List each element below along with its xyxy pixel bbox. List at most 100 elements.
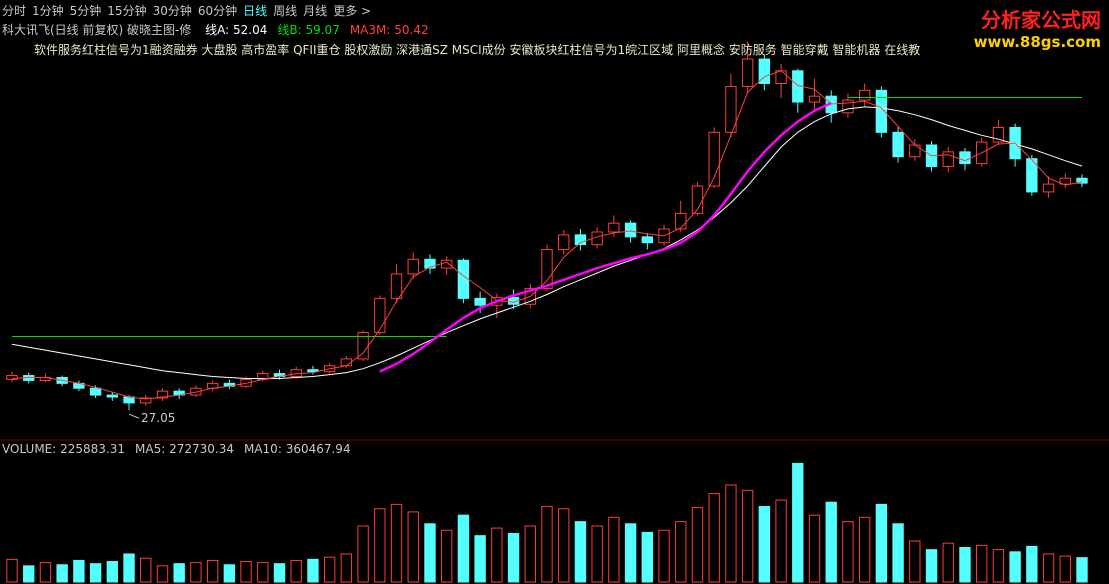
volume-bar [223,564,236,583]
volume-value: 225883.31 [60,442,126,456]
volume-bar [792,462,804,583]
volume-bar [942,542,954,583]
candle-body [106,394,118,398]
volume-bar [307,558,319,583]
logo-url: www.88gs.com [973,33,1101,51]
stock-title: 科大讯飞(日线 前复权) 破晓主图-修 [2,23,192,37]
indicator-name: MA10 [244,442,286,456]
candle-body [725,85,737,133]
volume-bar [173,563,185,583]
volume-bar [641,531,653,583]
logo-name: 分析家公式网 [981,8,1101,32]
volume-bar [959,546,971,583]
volume-bar [591,525,603,583]
period-tab[interactable]: 1分钟 [32,4,64,18]
volume-bar [39,562,52,583]
period-tab[interactable]: 分时 [2,4,27,18]
volume-bar [206,559,219,583]
volume-bar [140,557,152,583]
candle-body [340,358,353,367]
candle-body [775,70,787,84]
candle-body [156,390,169,399]
candle-body [858,89,871,101]
low-label: 27.05 [141,411,175,425]
indicator-line [379,101,832,373]
volume-bar [976,544,988,583]
candle-body [407,258,419,275]
volume-bar [106,561,118,583]
candle-body [1076,177,1088,184]
volume-bar [541,506,553,583]
volume-bar [273,563,286,583]
volume-bar [775,499,787,583]
period-tab[interactable]: 周线 [273,4,298,18]
volume-bar [374,508,386,583]
volume-bar [73,559,85,583]
volume-bar [1076,557,1088,583]
candle-body [842,99,854,114]
candle-body [624,222,637,238]
period-tab[interactable]: 15分钟 [107,4,147,18]
candle-body [307,369,319,373]
candle-body [942,151,954,168]
legend-entry: 线B59.07 [277,23,339,37]
volume-bar [240,561,252,583]
candle-body [892,131,904,158]
volume-bar [257,562,269,583]
indicator-header: 科大讯飞(日线 前复权) 破晓主图-修 线A52.04 线B59.07 MA3M50… [2,21,429,38]
candle-body [374,297,386,334]
indicator-line [11,106,1083,379]
volume-bar [858,516,871,583]
concepts: 软件服务红柱信号为1融资融券 大盘股 高市盈率 QFII重仓 股权激励 深港通S… [34,43,921,57]
volume-bar [875,503,888,583]
volume-bar [892,523,904,583]
period-tab[interactable]: 月线 [303,4,328,18]
candle-body [390,273,403,299]
candle-body [424,258,436,269]
indicator-line [12,97,1082,337]
period-tab[interactable]: 30分钟 [152,4,192,18]
candle-body [1042,183,1055,193]
volume-bar [407,511,419,583]
candle-body [708,131,720,187]
candle-body [608,222,620,233]
candle-body [675,212,687,230]
volume-bar [474,535,486,583]
candle-body [6,375,18,380]
volume-bar [909,540,921,583]
volume-bar [992,549,1005,583]
volume-bar [624,523,637,583]
candle-body [758,58,771,84]
indicator-value: 272730.34 [169,442,234,456]
volume-bar [323,556,336,583]
volume-bar [23,565,35,583]
period-tab[interactable]: 更多 > [333,4,372,18]
candle-body [808,95,821,103]
period-tab[interactable]: 5分钟 [69,4,102,18]
legend-entry: MA3M50.42 [350,23,429,37]
candle-body [541,249,553,290]
candle-body [140,397,152,404]
candle-body [558,234,570,251]
volume-bar [675,521,687,583]
candle-body [959,151,971,165]
volume-bar [758,506,771,583]
period-tab[interactable]: 60分钟 [197,4,238,18]
candle-body [441,259,453,269]
volume-bar [1009,551,1021,583]
volume-bar [574,521,587,583]
indicator-value: 360467.94 [285,442,351,456]
low-pointer [128,413,140,419]
candle-body [741,58,754,87]
volume-bar [708,493,720,583]
volume-bar [524,525,536,583]
period-tab[interactable]: 日线 [243,4,268,18]
volume-bar [56,564,68,583]
volume-bar [89,563,102,583]
volume-bar [424,523,436,583]
volume-bar [190,562,202,583]
volume-indicator: MA5272730.34 [135,442,234,456]
legend-value: 52.04 [233,23,268,37]
volume-bar [6,558,18,583]
